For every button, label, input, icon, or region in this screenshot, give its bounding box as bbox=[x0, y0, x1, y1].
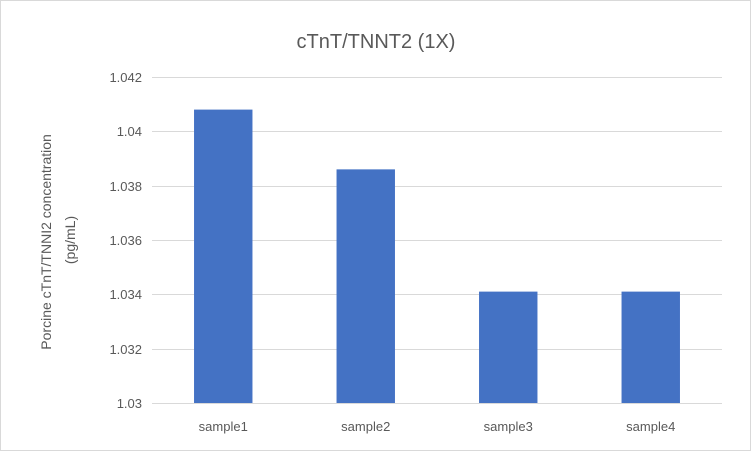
y-axis-label-line1: Porcine cTnT/TNNI2 concentration bbox=[38, 134, 54, 350]
x-axis-ticks: sample1 sample2 sample3 sample4 bbox=[199, 419, 676, 434]
y-tick-label: 1.038 bbox=[109, 179, 142, 194]
y-tick-label: 1.04 bbox=[117, 124, 142, 139]
x-tick-label: sample2 bbox=[341, 419, 390, 434]
bar-sample1 bbox=[194, 109, 253, 403]
bar-sample2 bbox=[336, 169, 395, 403]
y-axis-label-line2: (pg/mL) bbox=[62, 216, 78, 264]
y-tick-label: 1.034 bbox=[109, 287, 142, 302]
y-tick-label: 1.032 bbox=[109, 342, 142, 357]
y-tick-label: 1.036 bbox=[109, 233, 142, 248]
y-axis-label: Porcine cTnT/TNNI2 concentration (pg/mL) bbox=[38, 130, 78, 349]
chart-title: cTnT/TNNT2 (1X) bbox=[297, 31, 456, 53]
y-axis-ticks: 1.03 1.032 1.034 1.036 1.038 1.04 1.042 bbox=[109, 70, 142, 411]
x-tick-label: sample1 bbox=[199, 419, 248, 434]
x-tick-label: sample3 bbox=[484, 419, 533, 434]
bar-sample3 bbox=[479, 291, 538, 403]
y-tick-label: 1.042 bbox=[109, 70, 142, 85]
x-tick-label: sample4 bbox=[626, 419, 675, 434]
bars bbox=[194, 109, 680, 403]
y-tick-label: 1.03 bbox=[117, 396, 142, 411]
bar-sample4 bbox=[621, 291, 680, 403]
